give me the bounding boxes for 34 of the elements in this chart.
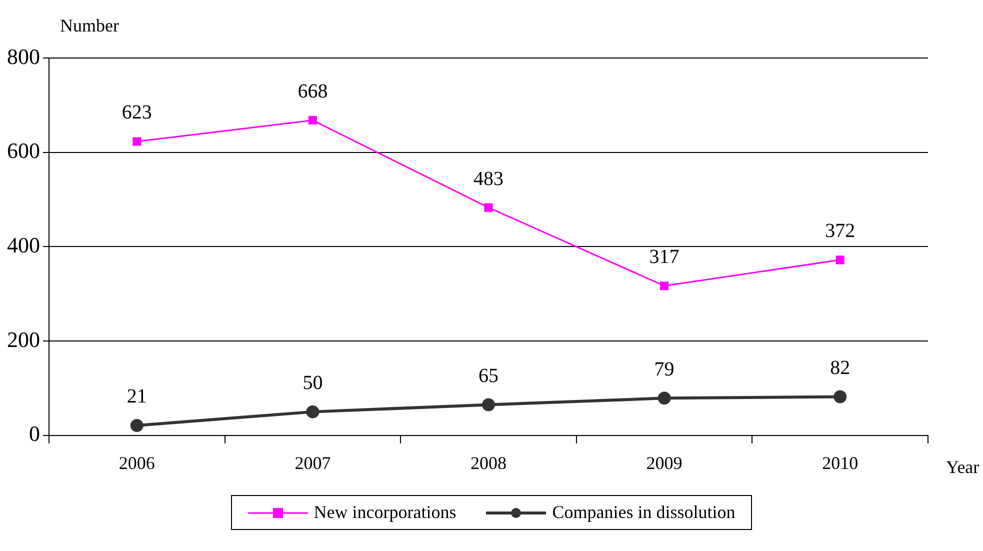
data-label: 79: [654, 358, 674, 380]
x-tick-label: 2006: [118, 452, 155, 473]
data-label: 623: [122, 102, 152, 124]
point: [658, 392, 671, 405]
data-label: 50: [302, 372, 323, 394]
point: [660, 282, 669, 290]
y-tick-label: 800: [7, 44, 40, 69]
data-label: 21: [126, 386, 147, 408]
point: [306, 405, 320, 418]
point: [308, 116, 317, 125]
data-label: 372: [825, 220, 856, 242]
point: [836, 256, 844, 264]
data-label: 317: [649, 246, 680, 268]
y-tick-label: 400: [7, 232, 40, 258]
legend-label: Companies in dissolution: [552, 502, 736, 523]
x-tick-label: 2009: [646, 452, 682, 473]
data-label: 668: [298, 80, 328, 103]
y-tick-label: 200: [7, 326, 40, 352]
y-tick-label: 600: [7, 138, 40, 164]
y-tick-label: 0: [29, 421, 40, 446]
data-label: 483: [474, 168, 504, 190]
point: [482, 398, 495, 412]
x-tick-label: 2008: [470, 452, 506, 473]
x-tick-label: 2007: [294, 452, 331, 473]
point: [834, 390, 847, 404]
y-axis-title: Number: [60, 16, 119, 36]
point: [130, 418, 144, 432]
data-label: 65: [478, 364, 498, 387]
point: [484, 203, 493, 212]
x-tick-label: 2010: [822, 452, 858, 473]
legend-label: New incorporations: [314, 502, 456, 523]
data-label: 82: [830, 356, 850, 379]
x-axis-title: Year: [946, 457, 980, 478]
point: [132, 137, 142, 146]
